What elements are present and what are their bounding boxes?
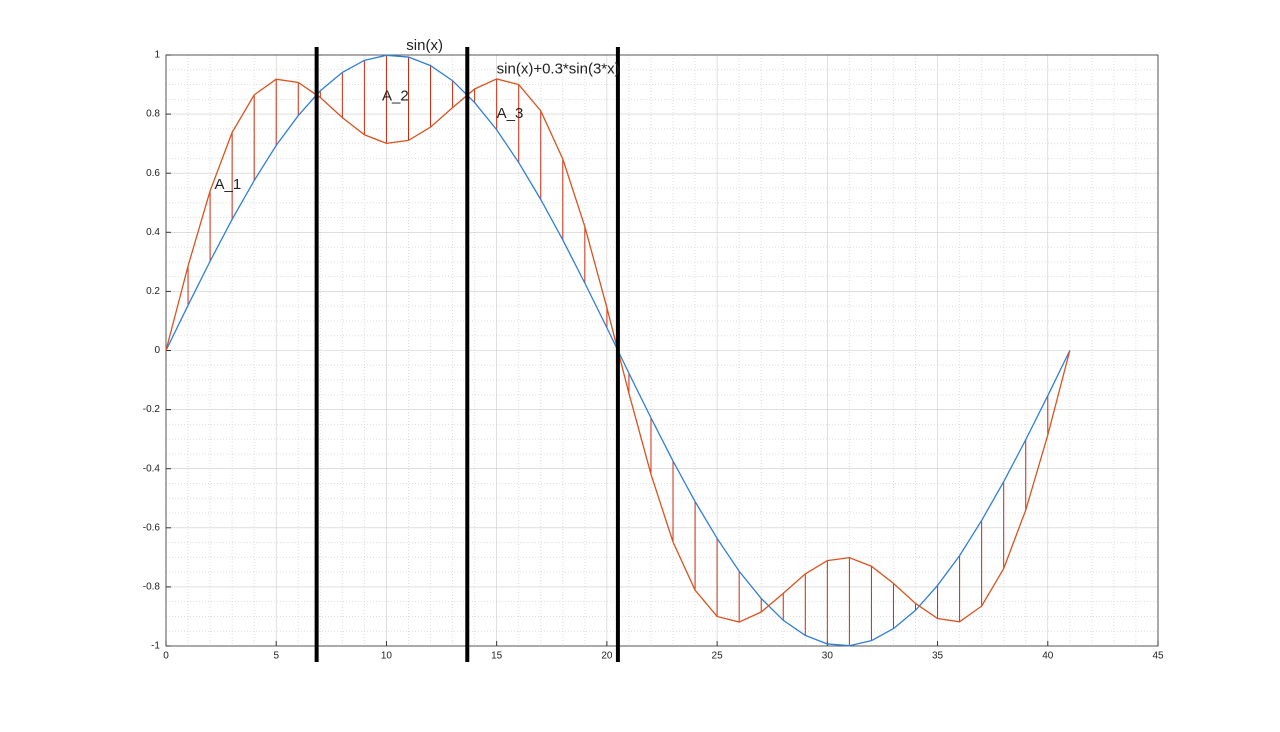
x-tick-label: 20 (601, 651, 613, 662)
annotation: A_3 (497, 105, 524, 122)
y-tick-label: 0.6 (146, 168, 160, 179)
annotation: A_2 (382, 87, 409, 104)
x-tick-label: 0 (163, 651, 169, 662)
y-tick-label: 1 (154, 50, 160, 61)
y-tick-label: -0.2 (143, 404, 161, 415)
y-tick-label: 0.8 (146, 109, 160, 120)
y-tick-label: -0.8 (143, 582, 161, 593)
x-tick-label: 10 (381, 651, 393, 662)
y-tick-label: -0.6 (143, 522, 161, 533)
x-tick-label: 25 (712, 651, 724, 662)
x-tick-label: 30 (822, 651, 834, 662)
y-tick-label: -0.4 (143, 463, 161, 474)
annotation: sin(x) (406, 37, 443, 54)
y-tick-label: 0.4 (146, 227, 160, 238)
annotation: sin(x)+0.3*sin(3*x) (497, 61, 620, 78)
y-tick-label: 0 (154, 345, 160, 356)
x-tick-label: 45 (1152, 651, 1164, 662)
x-tick-label: 15 (491, 651, 503, 662)
y-tick-label: 0.2 (146, 286, 160, 297)
y-tick-label: -1 (151, 641, 160, 652)
x-tick-label: 40 (1042, 651, 1054, 662)
x-tick-label: 35 (932, 651, 944, 662)
x-tick-label: 5 (273, 651, 279, 662)
annotation: A_1 (214, 176, 241, 193)
